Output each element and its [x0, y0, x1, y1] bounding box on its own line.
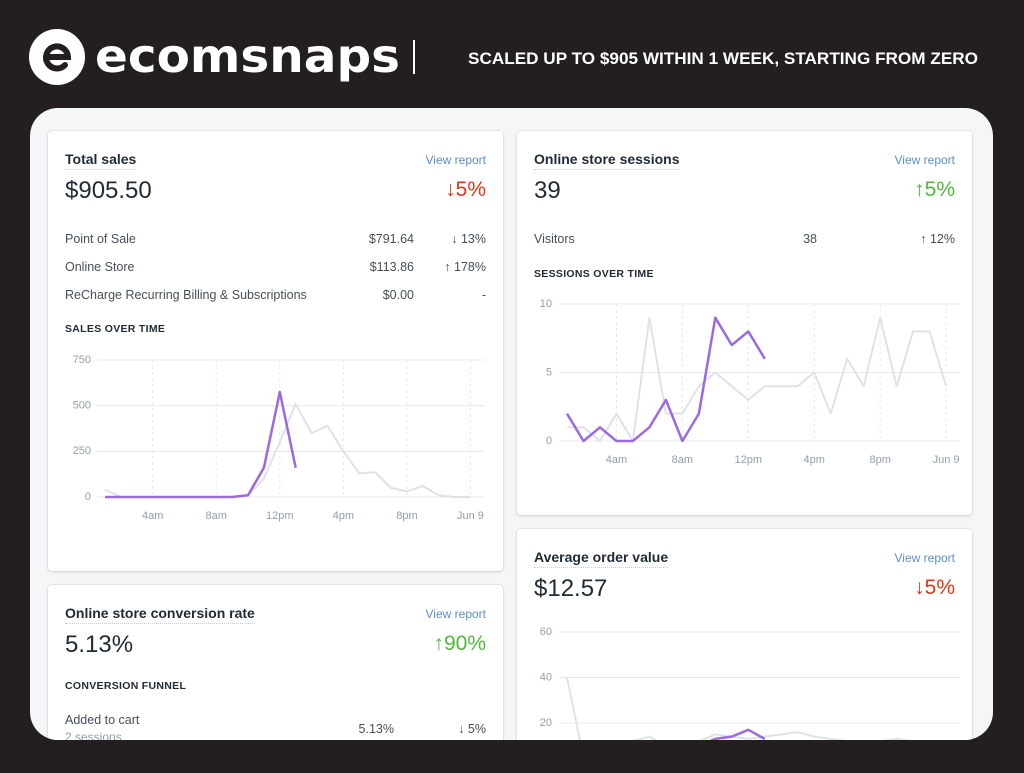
chart-title: SALES OVER TIME [65, 323, 166, 335]
row-change: ↑ 12% [920, 232, 955, 246]
card: Online store sessions View report 39 ↑5% Vis… [517, 131, 972, 515]
row-label: Online Store [65, 260, 135, 274]
divider [413, 40, 415, 74]
dashboard-panel: Total sales View report $905.50 ↓5% Point of… [30, 108, 993, 740]
row-change: - [481, 288, 486, 302]
row-value: $0.00 [382, 288, 414, 302]
row-note: 2 sessions [65, 730, 122, 740]
row-label: Added to cart [65, 713, 140, 727]
row-change: ↓ 5% [458, 722, 486, 736]
view-report-link[interactable]: View report [894, 551, 955, 565]
card: Average order value View report $12.57 ↓5% [517, 529, 972, 740]
chart-title: SESSIONS OVER TIME [534, 268, 654, 280]
row-change: ↑ 178% [444, 260, 486, 274]
row-value: 5.13% [358, 722, 394, 736]
card: Online store conversion rate View report 5… [48, 585, 503, 740]
row-label: Visitors [534, 232, 575, 246]
card-change: ↑5% [914, 178, 955, 201]
row-change: ↓ 13% [451, 232, 486, 246]
card-change: ↑90% [433, 632, 486, 655]
header: ecomsnaps SCALED UP TO $905 WITHIN 1 WEE… [29, 29, 978, 85]
row-value: 38 [803, 232, 817, 246]
view-report-link[interactable]: View report [425, 607, 486, 621]
card-value: $12.57 [534, 575, 608, 602]
card-title: Online store sessions [534, 151, 680, 170]
row-label: ReCharge Recurring Billing & Subscriptio… [65, 288, 307, 302]
view-report-link[interactable]: View report [894, 153, 955, 167]
card-title: Average order value [534, 549, 669, 568]
card-title: Total sales [65, 151, 137, 170]
row-value: $113.86 [369, 260, 414, 274]
brand: ecomsnaps [95, 29, 400, 83]
tagline: SCALED UP TO $905 WITHIN 1 WEEK, STARTIN… [468, 49, 978, 68]
card-change: ↓5% [914, 576, 955, 599]
card: Total sales View report $905.50 ↓5% Point of… [48, 131, 503, 571]
row-value: $791.64 [368, 232, 414, 246]
card-change: ↓5% [445, 178, 486, 201]
card-value: $905.50 [65, 177, 152, 204]
section-title: CONVERSION FUNNEL [65, 680, 187, 692]
card-title: Online store conversion rate [65, 605, 255, 624]
card-value: 39 [534, 177, 561, 204]
view-report-link[interactable]: View report [425, 153, 486, 167]
logo-mark [43, 43, 72, 72]
row-label: Point of Sale [65, 232, 136, 246]
card-value: 5.13% [65, 631, 134, 658]
